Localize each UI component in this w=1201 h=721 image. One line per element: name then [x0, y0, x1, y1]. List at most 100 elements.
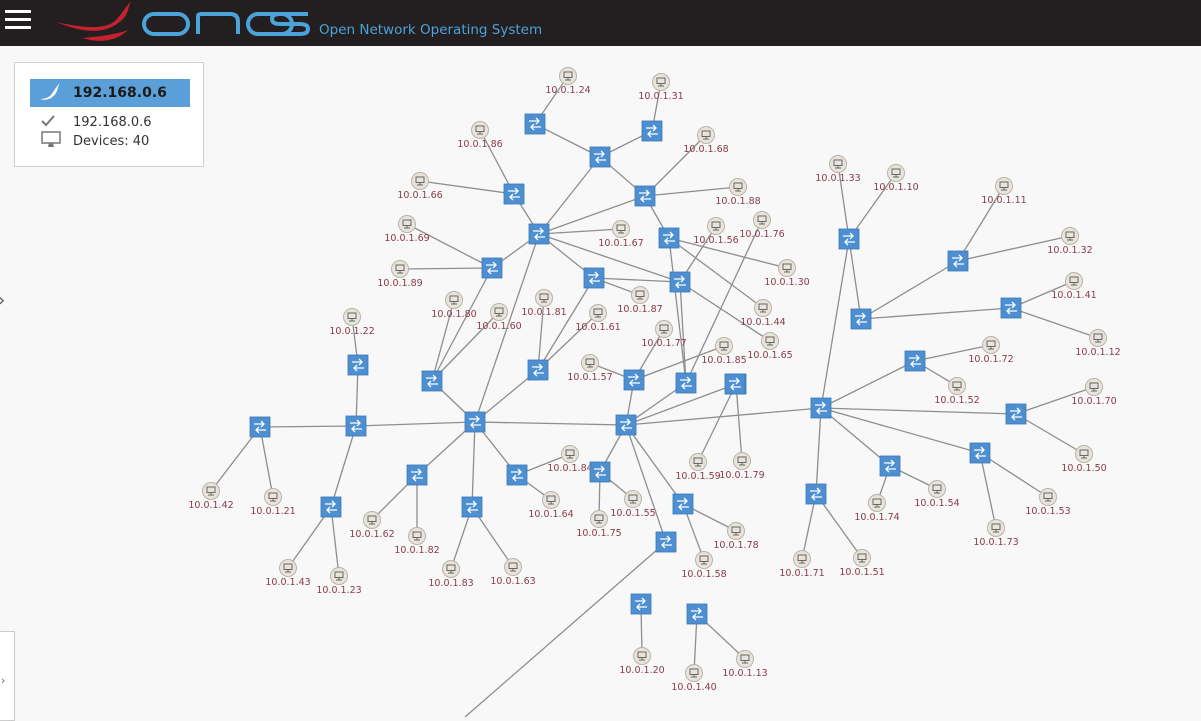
- host-node[interactable]: 10.0.1.62: [349, 511, 395, 541]
- switch-link[interactable]: [474, 233, 540, 423]
- host-node[interactable]: 10.0.1.76: [739, 211, 785, 241]
- host-node[interactable]: 10.0.1.24: [545, 67, 591, 97]
- topology-view[interactable]: 10.0.1.24 10.0.1.31 10.0.1.86 10.0.1.68 10.0…: [0, 46, 1201, 717]
- host-link[interactable]: [399, 267, 493, 270]
- switch-node[interactable]: [947, 250, 969, 272]
- host-node[interactable]: 10.0.1.77: [641, 320, 687, 350]
- switch-node[interactable]: [589, 461, 611, 483]
- switch-node[interactable]: [805, 483, 827, 505]
- host-node[interactable]: 10.0.1.63: [490, 558, 536, 588]
- switch-node[interactable]: [669, 271, 691, 293]
- host-node[interactable]: 10.0.1.42: [188, 482, 234, 512]
- host-node[interactable]: 10.0.1.84: [547, 445, 593, 475]
- host-node[interactable]: 10.0.1.70: [1071, 378, 1117, 408]
- switch-node[interactable]: [481, 257, 503, 279]
- host-node[interactable]: 10.0.1.23: [316, 567, 362, 597]
- switch-node[interactable]: [461, 496, 483, 518]
- host-node[interactable]: 10.0.1.87: [617, 286, 663, 316]
- switch-node[interactable]: [527, 359, 549, 381]
- switch-node[interactable]: [658, 227, 680, 249]
- host-node[interactable]: 10.0.1.71: [779, 550, 825, 580]
- switch-link[interactable]: [471, 421, 476, 508]
- host-link[interactable]: [537, 297, 545, 371]
- host-node[interactable]: 10.0.1.13: [722, 650, 768, 680]
- host-link[interactable]: [668, 237, 788, 269]
- switch-link[interactable]: [820, 407, 981, 454]
- switch-link[interactable]: [860, 260, 959, 320]
- host-node[interactable]: 10.0.1.11: [981, 177, 1027, 207]
- switch-node[interactable]: [524, 113, 546, 135]
- host-link[interactable]: [538, 228, 622, 235]
- switch-node[interactable]: [320, 496, 342, 518]
- host-link[interactable]: [644, 186, 739, 197]
- switch-node[interactable]: [879, 455, 901, 477]
- host-link[interactable]: [697, 383, 737, 463]
- host-node[interactable]: 10.0.1.60: [476, 303, 522, 333]
- switch-link[interactable]: [625, 424, 684, 505]
- switch-node[interactable]: [686, 603, 708, 625]
- switch-link[interactable]: [860, 307, 1012, 320]
- host-node[interactable]: 10.0.1.58: [681, 551, 727, 581]
- switch-node[interactable]: [1000, 297, 1022, 319]
- switch-node[interactable]: [623, 369, 645, 391]
- host-node[interactable]: 10.0.1.55: [610, 490, 656, 520]
- host-node[interactable]: 10.0.1.44: [740, 299, 786, 329]
- switch-link[interactable]: [534, 123, 601, 158]
- switch-node[interactable]: [583, 267, 605, 289]
- switch-link[interactable]: [820, 360, 916, 409]
- host-link[interactable]: [979, 452, 1049, 498]
- switch-node[interactable]: [810, 397, 832, 419]
- switch-link[interactable]: [820, 407, 891, 467]
- expand-panel-icon[interactable]: ›: [0, 290, 12, 316]
- host-link[interactable]: [259, 426, 274, 498]
- switch-node[interactable]: [969, 442, 991, 464]
- host-node[interactable]: 10.0.1.12: [1075, 329, 1121, 359]
- host-link[interactable]: [1015, 413, 1085, 455]
- host-node[interactable]: 10.0.1.50: [1061, 445, 1107, 475]
- switch-link[interactable]: [330, 425, 357, 508]
- host-link[interactable]: [431, 311, 500, 382]
- switch-node[interactable]: [589, 146, 611, 168]
- host-node[interactable]: 10.0.1.33: [815, 155, 861, 185]
- switch-node[interactable]: [528, 223, 550, 245]
- switch-link[interactable]: [593, 277, 681, 283]
- switch-link[interactable]: [474, 369, 539, 423]
- host-link[interactable]: [957, 185, 1005, 262]
- side-panel-toggle[interactable]: ›: [0, 631, 15, 721]
- switch-node[interactable]: [406, 464, 428, 486]
- switch-link[interactable]: [625, 407, 822, 426]
- switch-node[interactable]: [345, 415, 367, 437]
- host-link[interactable]: [210, 426, 261, 492]
- host-link[interactable]: [679, 281, 771, 342]
- host-link[interactable]: [979, 452, 997, 529]
- switch-link[interactable]: [474, 421, 627, 426]
- switch-node[interactable]: [347, 354, 369, 376]
- host-node[interactable]: 10.0.1.79: [719, 452, 765, 482]
- switch-node[interactable]: [655, 531, 677, 553]
- host-node[interactable]: 10.0.1.32: [1047, 227, 1093, 257]
- switch-node[interactable]: [904, 350, 926, 372]
- switch-link[interactable]: [355, 421, 476, 427]
- switch-node[interactable]: [838, 228, 860, 250]
- switch-link[interactable]: [259, 425, 357, 428]
- host-node[interactable]: 10.0.1.54: [914, 480, 960, 510]
- switch-link[interactable]: [625, 383, 737, 426]
- host-node[interactable]: 10.0.1.61: [575, 304, 621, 334]
- switch-link[interactable]: [848, 238, 862, 320]
- switch-link[interactable]: [820, 238, 850, 409]
- host-node[interactable]: 10.0.1.22: [329, 308, 375, 338]
- host-node[interactable]: 10.0.1.74: [854, 494, 900, 524]
- host-link[interactable]: [1010, 307, 1099, 339]
- host-node[interactable]: 10.0.1.89: [377, 260, 423, 290]
- switch-link[interactable]: [464, 541, 667, 717]
- host-node[interactable]: 10.0.1.68: [683, 126, 729, 156]
- host-node[interactable]: 10.0.1.51: [839, 549, 885, 579]
- onos-logo[interactable]: [52, 0, 322, 46]
- switch-node[interactable]: [641, 120, 663, 142]
- host-link[interactable]: [837, 163, 850, 240]
- switch-link[interactable]: [625, 424, 667, 543]
- switch-link[interactable]: [538, 233, 681, 283]
- host-node[interactable]: 10.0.1.43: [265, 559, 311, 589]
- switch-node[interactable]: [630, 593, 652, 615]
- host-node[interactable]: 10.0.1.20: [619, 647, 665, 677]
